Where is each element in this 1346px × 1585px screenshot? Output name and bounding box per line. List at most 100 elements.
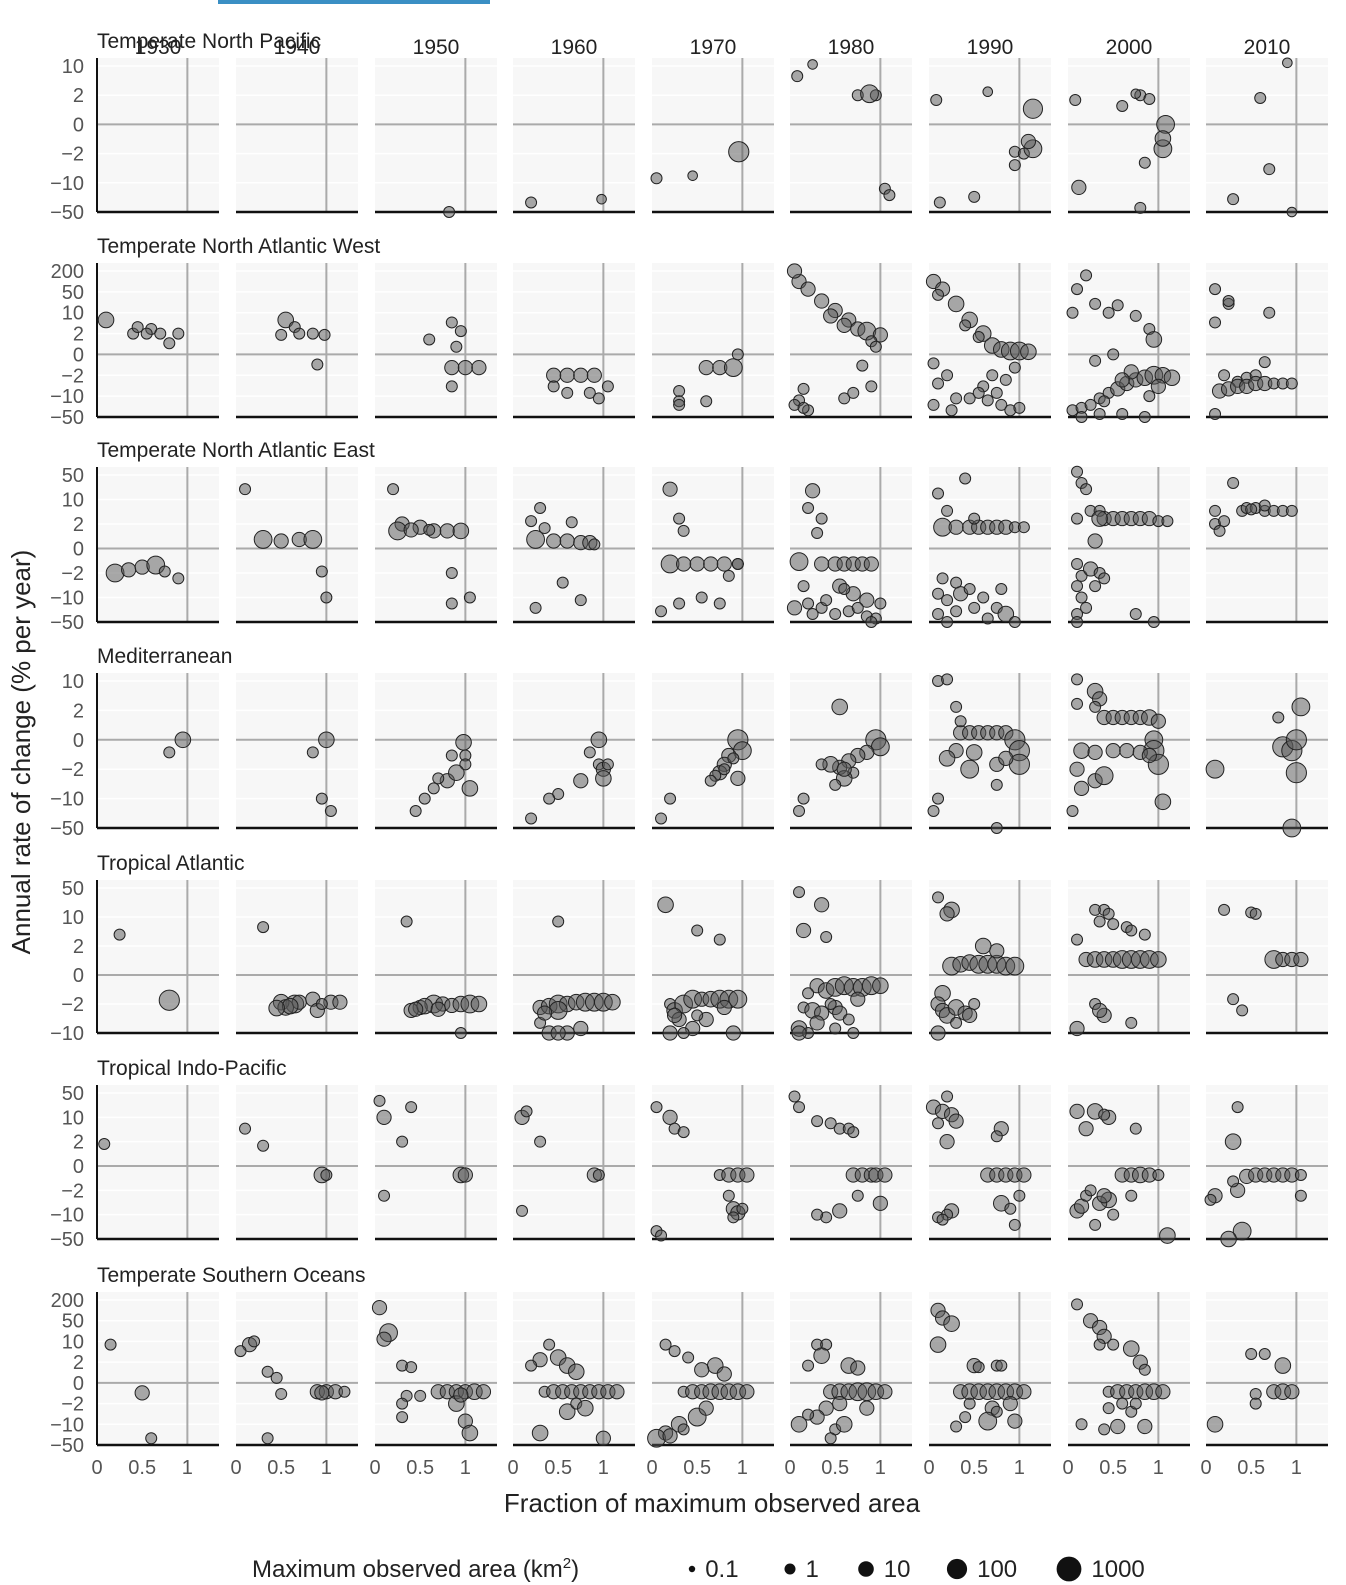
data-point xyxy=(556,576,569,589)
data-point xyxy=(432,772,445,785)
data-point xyxy=(927,804,940,817)
data-point xyxy=(814,293,830,309)
data-point xyxy=(445,316,458,329)
data-point xyxy=(445,749,458,762)
data-point xyxy=(990,386,1003,399)
data-point xyxy=(1111,299,1124,312)
data-point xyxy=(829,778,842,791)
y-tick-label: −10 xyxy=(50,386,84,408)
data-point xyxy=(941,369,954,382)
data-point xyxy=(662,1109,678,1125)
x-tick-label: 0.5 xyxy=(1237,1457,1265,1479)
legend-title-close: ) xyxy=(571,1556,579,1583)
data-point xyxy=(1218,515,1231,528)
data-point xyxy=(802,502,815,515)
data-point xyxy=(662,1025,678,1041)
data-point xyxy=(293,327,306,340)
data-point xyxy=(430,1001,446,1017)
data-point xyxy=(1218,903,1231,916)
data-point xyxy=(1263,163,1276,176)
data-point xyxy=(731,348,744,361)
data-point xyxy=(786,263,803,279)
data-point xyxy=(1020,133,1037,150)
data-point xyxy=(403,522,419,538)
data-point xyxy=(537,1005,553,1021)
data-point xyxy=(1007,1413,1023,1429)
data-point xyxy=(534,1135,547,1148)
data-point xyxy=(847,1126,860,1139)
data-point xyxy=(959,472,972,485)
y-tick-label: 0 xyxy=(73,344,84,366)
data-point xyxy=(1080,269,1093,282)
data-point xyxy=(860,84,879,104)
data-point xyxy=(1071,580,1084,593)
data-point xyxy=(315,792,328,805)
data-point xyxy=(324,804,337,817)
data-point xyxy=(695,591,708,604)
data-point xyxy=(1138,156,1151,169)
x-tick-label: 0 xyxy=(923,1457,934,1479)
data-point xyxy=(797,382,810,395)
data-point xyxy=(950,1016,963,1029)
data-point xyxy=(529,601,542,614)
data-point xyxy=(869,340,882,353)
data-point xyxy=(811,1208,824,1221)
data-point xyxy=(590,731,608,749)
data-point xyxy=(257,1139,270,1152)
data-point xyxy=(1156,115,1175,134)
data-point xyxy=(1080,601,1093,614)
data-point xyxy=(689,556,705,572)
legend-symbol xyxy=(946,1558,968,1580)
data-point xyxy=(163,337,176,350)
data-point xyxy=(932,608,945,621)
data-point xyxy=(268,999,285,1017)
data-point xyxy=(601,758,614,771)
x-tick-label: 1 xyxy=(1291,1457,1302,1479)
data-point xyxy=(443,206,456,218)
data-point xyxy=(872,977,889,995)
data-point xyxy=(932,487,945,500)
data-point xyxy=(1294,1168,1307,1181)
panel-background xyxy=(1206,58,1328,212)
panel-background xyxy=(652,58,774,212)
data-point xyxy=(1107,348,1120,361)
data-point xyxy=(995,1359,1008,1372)
data-point xyxy=(941,594,954,607)
y-tick-label: 2 xyxy=(73,936,84,958)
data-point xyxy=(790,1415,808,1433)
data-point xyxy=(950,1420,963,1433)
region-title: Mediterranean xyxy=(97,645,232,668)
data-point xyxy=(1017,521,1030,534)
data-point xyxy=(1249,907,1262,920)
data-point xyxy=(277,311,295,329)
legend-label: 10 xyxy=(884,1556,911,1583)
data-point xyxy=(453,1387,469,1403)
panel-background xyxy=(513,673,635,828)
data-point xyxy=(318,731,335,749)
data-point xyxy=(1069,94,1082,107)
data-point xyxy=(829,608,842,621)
data-point xyxy=(1073,780,1090,796)
data-point xyxy=(1089,580,1102,593)
data-point xyxy=(1147,616,1160,628)
data-point xyxy=(797,401,810,414)
data-point xyxy=(1013,401,1026,414)
data-point xyxy=(275,328,288,341)
data-point xyxy=(552,915,565,928)
data-point xyxy=(461,1424,479,1442)
data-point xyxy=(941,1090,954,1103)
data-point xyxy=(140,327,153,340)
data-point xyxy=(1129,608,1142,621)
data-point xyxy=(1222,295,1235,308)
data-point xyxy=(877,1384,893,1400)
data-point xyxy=(950,700,963,713)
data-point xyxy=(1209,504,1222,517)
data-point xyxy=(716,556,732,572)
data-point xyxy=(974,937,992,955)
y-tick-label: 10 xyxy=(62,303,84,325)
data-point xyxy=(655,605,668,618)
data-point xyxy=(963,582,976,595)
panel-background xyxy=(97,673,219,828)
data-point xyxy=(673,398,686,411)
data-point xyxy=(1209,408,1222,421)
